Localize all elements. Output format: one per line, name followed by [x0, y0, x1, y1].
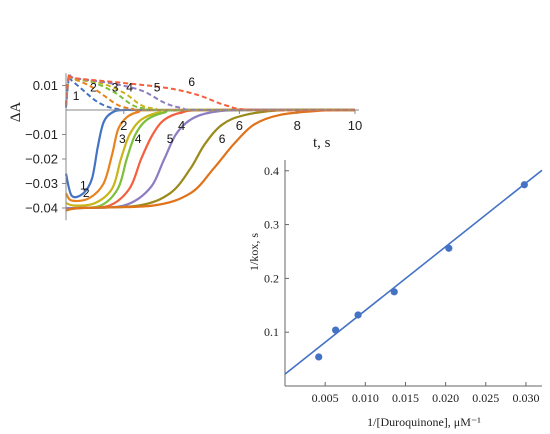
fit-line [284, 169, 543, 375]
inset-y-axis-title: 1/kox, s [247, 233, 261, 271]
y-tick-label: −0.04 [25, 201, 58, 216]
inset-chart: 0.005 0.010 0.015 0.020 0.025 0.030 0.1 0.2 0.3… [232, 158, 547, 432]
dashed-curve-12 [65, 73, 356, 112]
data-point [315, 353, 323, 361]
x-tick-label: 6 [236, 118, 243, 133]
inset-x-tick-label: 0.005 [312, 391, 339, 405]
inset-x-tick-label: 0.015 [392, 391, 419, 405]
inset-x-tick-label: 0.025 [472, 391, 499, 405]
inset-y-tick-label: 0.3 [264, 218, 279, 232]
x-tick-label: 8 [294, 118, 301, 133]
curve-labels: 12 3 4 5 63 4 5 612 [73, 75, 226, 200]
x-tick-label: 2 [120, 118, 127, 133]
x-axis-title: t, s [313, 135, 331, 151]
curve-label: 1 [73, 89, 80, 103]
inset-y-tick-label: 0.1 [264, 325, 279, 339]
data-point [520, 181, 528, 189]
dashed-curve-11 [65, 73, 356, 112]
curve-label: 4 [135, 132, 142, 146]
y-axis-title: ΔA [8, 102, 24, 123]
curve-label: 3 [112, 81, 119, 95]
inset-y-ticks: 0.1 0.2 0.3 0.4 [264, 164, 289, 339]
y-tick-label: −0.03 [25, 176, 58, 191]
x-ticks: 2 4 6 8 10 [120, 110, 362, 133]
curve-label: 6 [188, 75, 195, 89]
data-point [390, 288, 398, 296]
y-tick-label: 0.01 [33, 78, 58, 93]
inset-x-tick-label: 0.010 [352, 391, 379, 405]
dashed-curve-10 [65, 72, 356, 112]
curve-label: 2 [90, 81, 97, 95]
x-tick-label: 10 [348, 118, 362, 133]
inset-x-tick-label: 0.030 [512, 391, 539, 405]
inset-x-axis-title: 1/[Duroquinone], μM⁻¹ [367, 415, 481, 429]
curve-label: 4 [126, 81, 133, 95]
inset-x-tick-label: 0.020 [432, 391, 459, 405]
data-point [445, 244, 453, 252]
curve-label: 1 [80, 179, 87, 193]
curve-label: 6 [219, 132, 226, 146]
dashed-curve-14 [65, 73, 356, 112]
y-ticks: 0.01 −0.01 −0.02 −0.03 −0.04 [25, 78, 66, 216]
inset-y-tick-label: 0.4 [264, 164, 279, 178]
data-points [315, 181, 528, 361]
inset-y-tick-label: 0.2 [264, 271, 279, 285]
dashed-curve-13 [65, 73, 356, 112]
inset-background [232, 158, 547, 432]
data-point [354, 311, 362, 319]
curve-label: 5 [154, 81, 161, 95]
curve-label: 2 [83, 186, 90, 200]
y-tick-label: −0.01 [25, 127, 58, 142]
x-tick-label: 4 [178, 118, 185, 133]
inset-x-ticks: 0.005 0.010 0.015 0.020 0.025 0.030 [312, 382, 539, 405]
data-point [331, 326, 340, 334]
y-tick-label: −0.02 [25, 152, 58, 167]
kinetics-chart: 2 4 6 8 10 0.01−0.01−0.02−0.03−0.04 12 3 4 5 63 4… [8, 72, 362, 221]
solid-curve-8 [65, 108, 356, 212]
curve-label: 3 [119, 132, 126, 146]
curve-label: 5 [167, 132, 174, 146]
